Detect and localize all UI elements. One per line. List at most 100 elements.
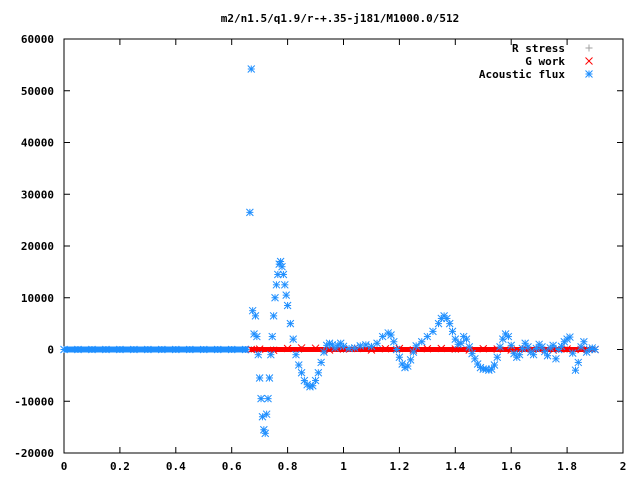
data-point-acoustic-flux: [574, 358, 583, 367]
data-point-acoustic-flux: [199, 345, 208, 354]
data-point-acoustic-flux: [157, 345, 166, 354]
legend-label-g-work: G work: [525, 55, 565, 68]
data-point-acoustic-flux: [279, 270, 288, 279]
legend-marker-r-stress: [585, 44, 593, 52]
data-point-acoustic-flux: [269, 312, 278, 320]
y-tick-label: 0: [47, 344, 54, 357]
data-point-acoustic-flux: [60, 345, 68, 354]
y-tick-label: 60000: [21, 33, 54, 46]
data-point-acoustic-flux: [254, 350, 263, 359]
data-point-acoustic-flux: [247, 65, 256, 73]
data-point-g-work: [423, 344, 432, 353]
y-tick-label: 40000: [21, 137, 54, 150]
data-point-acoustic-flux: [409, 348, 418, 356]
y-tick-label: 20000: [21, 240, 54, 253]
data-point-g-work: [479, 344, 488, 353]
data-point-acoustic-flux: [521, 339, 530, 348]
data-point-acoustic-flux: [529, 350, 538, 359]
data-point-g-work: [311, 344, 320, 353]
data-point-acoustic-flux: [403, 362, 412, 370]
x-tick-label: 1.2: [389, 460, 409, 473]
data-point-acoustic-flux: [549, 341, 557, 350]
data-point-acoustic-flux: [543, 351, 552, 360]
x-tick-label: 1.8: [557, 460, 577, 473]
data-point-acoustic-flux: [272, 280, 281, 289]
data-point-acoustic-flux: [387, 331, 395, 339]
y-tick-label: -20000: [14, 447, 54, 460]
data-point-acoustic-flux: [266, 350, 275, 359]
legend: R stress G work Acoustic flux: [479, 42, 593, 81]
data-point-acoustic-flux: [465, 343, 474, 351]
data-point-acoustic-flux: [278, 262, 286, 271]
data-point-acoustic-flux: [286, 319, 295, 328]
legend-marker-g-work: [585, 57, 593, 65]
data-point-acoustic-flux: [389, 337, 398, 346]
data-point-acoustic-flux: [185, 345, 194, 354]
x-tick-label: 0.6: [222, 460, 242, 473]
data-point-acoustic-flux: [276, 257, 285, 266]
x-tick-label: 1.6: [501, 460, 521, 473]
data-point-acoustic-flux: [262, 410, 271, 419]
data-point-acoustic-flux: [504, 332, 513, 341]
y-axis: 60000 50000 40000 30000 20000 10000 0 -10000 -20…: [14, 33, 623, 460]
legend-label-acoustic-flux: Acoustic flux: [479, 68, 565, 81]
data-point-g-work: [437, 344, 446, 353]
data-point-acoustic-flux: [507, 341, 516, 350]
data-point-acoustic-flux: [552, 354, 560, 363]
data-point-acoustic-flux: [292, 350, 300, 359]
data-point-acoustic-flux: [257, 394, 265, 403]
data-point-acoustic-flux: [378, 332, 387, 341]
data-point-acoustic-flux: [143, 345, 152, 354]
data-point-acoustic-flux: [251, 312, 260, 320]
series-acoustic-flux: [60, 65, 599, 438]
data-point-acoustic-flux: [116, 345, 124, 354]
plot-area: [60, 65, 599, 438]
data-point-acoustic-flux: [253, 332, 261, 341]
data-point-acoustic-flux: [317, 358, 325, 367]
x-tick-label: 0.2: [110, 460, 130, 473]
data-point-acoustic-flux: [265, 374, 274, 382]
data-point-acoustic-flux: [412, 342, 421, 350]
data-point-acoustic-flux: [171, 345, 180, 354]
data-point-acoustic-flux: [102, 345, 110, 354]
data-point-acoustic-flux: [490, 361, 499, 369]
data-point-acoustic-flux: [448, 327, 457, 336]
x-tick-label: 0.4: [166, 460, 186, 473]
y-tick-label: -10000: [14, 395, 54, 408]
x-tick-label: 2: [620, 460, 627, 473]
data-point-acoustic-flux: [283, 301, 292, 310]
data-point-acoustic-flux: [130, 345, 138, 354]
plot-frame: [63, 38, 624, 454]
y-tick-label: 50000: [21, 85, 54, 98]
data-point-acoustic-flux: [462, 335, 471, 344]
data-point-g-work: [297, 344, 306, 352]
x-tick-label: 0: [61, 460, 68, 473]
data-point-acoustic-flux: [406, 355, 415, 364]
data-point-acoustic-flux: [280, 280, 289, 289]
x-tick-label: 1: [340, 460, 347, 473]
data-point-acoustic-flux: [320, 348, 328, 356]
data-point-acoustic-flux: [571, 366, 580, 375]
data-point-acoustic-flux: [591, 345, 599, 354]
data-point-acoustic-flux: [213, 345, 222, 354]
data-point-acoustic-flux: [496, 343, 504, 351]
data-point-acoustic-flux: [314, 368, 323, 377]
y-tick-label: 10000: [21, 292, 54, 305]
data-point-acoustic-flux: [392, 345, 401, 354]
y-tick-label: 30000: [21, 188, 54, 201]
data-point-acoustic-flux: [367, 342, 376, 351]
data-point-acoustic-flux: [246, 208, 254, 217]
data-point-acoustic-flux: [566, 333, 574, 341]
data-point-acoustic-flux: [457, 339, 465, 348]
data-point-acoustic-flux: [515, 350, 524, 359]
data-point-g-work: [381, 344, 390, 353]
data-point-acoustic-flux: [258, 412, 267, 421]
data-point-acoustic-flux: [271, 293, 279, 302]
data-point-acoustic-flux: [261, 429, 270, 438]
legend-marker-acoustic-flux: [585, 70, 593, 78]
data-point-acoustic-flux: [227, 345, 236, 354]
data-point-acoustic-flux: [241, 345, 250, 354]
data-point-acoustic-flux: [362, 340, 370, 349]
chart-title: m2/n1.5/q1.9/r-+.35-j181/M1000.0/512: [221, 12, 459, 25]
